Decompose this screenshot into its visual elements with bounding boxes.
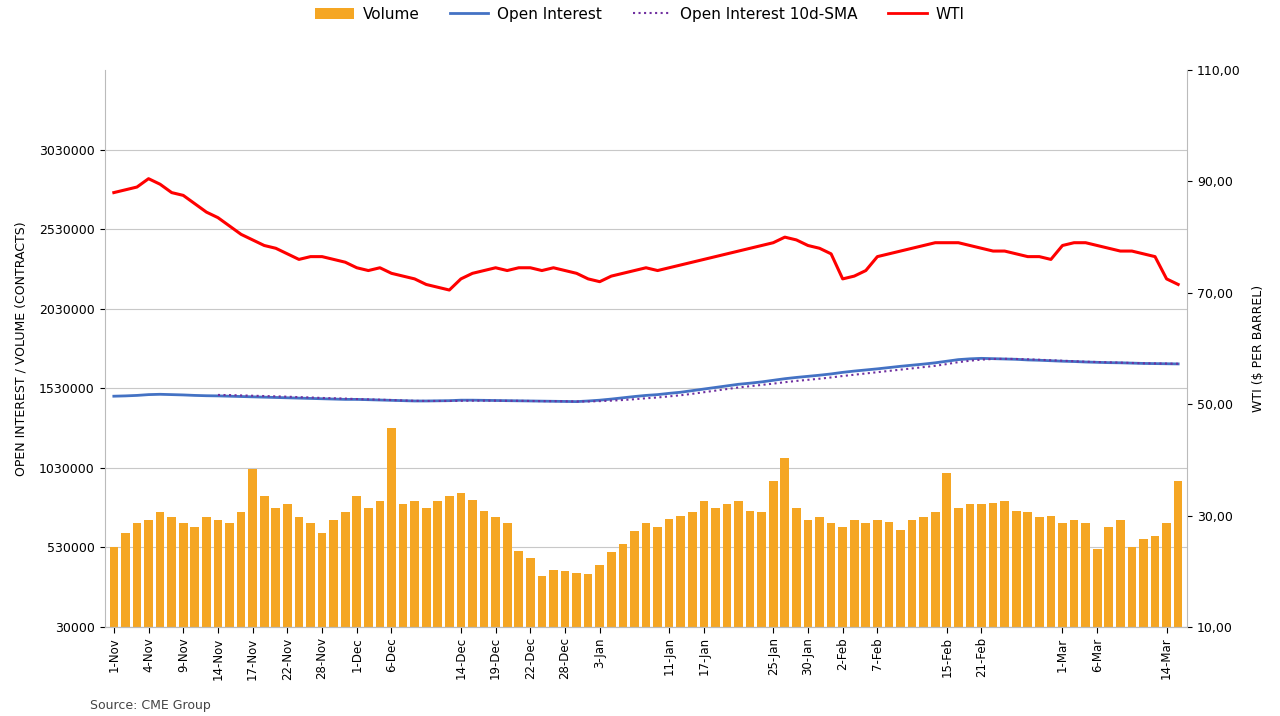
Bar [364, 508, 372, 632]
Bar [156, 513, 164, 632]
Bar [1000, 501, 1009, 632]
Bar [1070, 521, 1078, 632]
Bar [445, 496, 453, 632]
Bar [861, 523, 870, 632]
Bar [387, 428, 396, 632]
Bar [1036, 517, 1043, 632]
Bar [1059, 523, 1066, 632]
Bar [572, 573, 581, 632]
Bar [723, 504, 731, 632]
Bar [908, 521, 916, 632]
Bar [712, 508, 719, 632]
Bar [804, 521, 813, 632]
Bar [884, 522, 893, 632]
Bar [1162, 523, 1171, 632]
Text: Source: CME Group: Source: CME Group [90, 699, 210, 712]
Bar [664, 518, 673, 632]
Bar [375, 501, 384, 632]
Bar [317, 533, 326, 632]
Bar [145, 521, 152, 632]
Bar [214, 521, 223, 632]
Bar [595, 565, 604, 632]
Bar [1047, 516, 1055, 632]
Bar [538, 576, 547, 632]
Bar [422, 508, 430, 632]
Bar [954, 508, 963, 632]
Legend: Volume, Open Interest, Open Interest 10d-SMA, WTI: Volume, Open Interest, Open Interest 10d… [310, 1, 970, 28]
Bar [1139, 539, 1148, 632]
Bar [641, 523, 650, 632]
Bar [699, 501, 708, 632]
Bar [735, 501, 742, 632]
Bar [977, 504, 986, 632]
Bar [271, 508, 280, 632]
Bar [676, 516, 685, 632]
Bar [283, 504, 292, 632]
Bar [457, 493, 465, 632]
Bar [1116, 521, 1125, 632]
Bar [260, 496, 269, 632]
Bar [1012, 511, 1020, 632]
Bar [225, 523, 234, 632]
Bar [179, 523, 188, 632]
Bar [584, 574, 593, 632]
Bar [965, 504, 974, 632]
Bar [1082, 523, 1091, 632]
Bar [411, 501, 419, 632]
Bar [1024, 513, 1032, 632]
Bar [931, 513, 940, 632]
Bar [618, 544, 627, 632]
Bar [653, 527, 662, 632]
Bar [329, 521, 338, 632]
Bar [492, 517, 500, 632]
Bar [340, 513, 349, 632]
Bar [896, 530, 905, 632]
Bar [781, 458, 790, 632]
Bar [352, 496, 361, 632]
Y-axis label: OPEN INTEREST / VOLUME (CONTRACTS): OPEN INTEREST / VOLUME (CONTRACTS) [15, 221, 28, 476]
Bar [1174, 480, 1183, 632]
Bar [248, 470, 257, 632]
Bar [133, 523, 141, 632]
Bar [237, 513, 246, 632]
Bar [850, 521, 859, 632]
Bar [110, 547, 118, 632]
Bar [919, 517, 928, 632]
Bar [988, 503, 997, 632]
Bar [1128, 547, 1137, 632]
Bar [1105, 527, 1114, 632]
Bar [526, 558, 535, 632]
Bar [306, 523, 315, 632]
Bar [480, 511, 489, 632]
Bar [398, 504, 407, 632]
Bar [503, 523, 512, 632]
Bar [549, 570, 558, 632]
Bar [873, 521, 882, 632]
Bar [630, 531, 639, 632]
Bar [827, 523, 836, 632]
Bar [838, 527, 847, 632]
Bar [769, 480, 777, 632]
Bar [191, 527, 200, 632]
Bar [942, 473, 951, 632]
Y-axis label: WTI ($ PER BARREL): WTI ($ PER BARREL) [1252, 285, 1265, 412]
Bar [607, 552, 616, 632]
Bar [561, 571, 570, 632]
Bar [758, 513, 765, 632]
Bar [294, 517, 303, 632]
Bar [434, 501, 442, 632]
Bar [1151, 536, 1160, 632]
Bar [515, 551, 524, 632]
Bar [687, 513, 696, 632]
Bar [468, 500, 477, 632]
Bar [1093, 549, 1102, 632]
Bar [746, 511, 754, 632]
Bar [815, 517, 824, 632]
Bar [168, 517, 177, 632]
Bar [122, 533, 129, 632]
Bar [202, 517, 211, 632]
Bar [792, 508, 801, 632]
